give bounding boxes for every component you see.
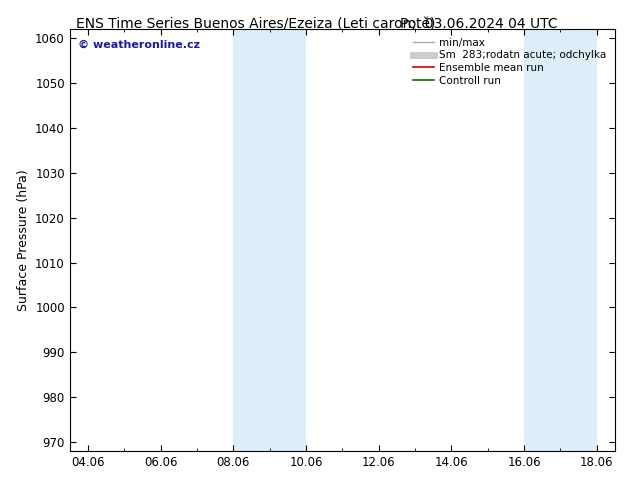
Bar [233,29,306,451]
Text: © weatheronline.cz: © weatheronline.cz [78,40,200,50]
Text: ENS Time Series Buenos Aires/Ezeiza (Leti caron;tě): ENS Time Series Buenos Aires/Ezeiza (Let… [76,17,436,31]
Legend: min/max, Sm  283;rodatn acute; odchylka, Ensemble mean run, Controll run: min/max, Sm 283;rodatn acute; odchylka, … [410,35,610,89]
Text: Po. 03.06.2024 04 UTC: Po. 03.06.2024 04 UTC [400,17,558,31]
Y-axis label: Surface Pressure (hPa): Surface Pressure (hPa) [16,169,30,311]
Bar [524,29,597,451]
